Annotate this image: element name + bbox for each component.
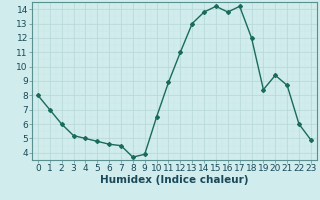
X-axis label: Humidex (Indice chaleur): Humidex (Indice chaleur) bbox=[100, 175, 249, 185]
